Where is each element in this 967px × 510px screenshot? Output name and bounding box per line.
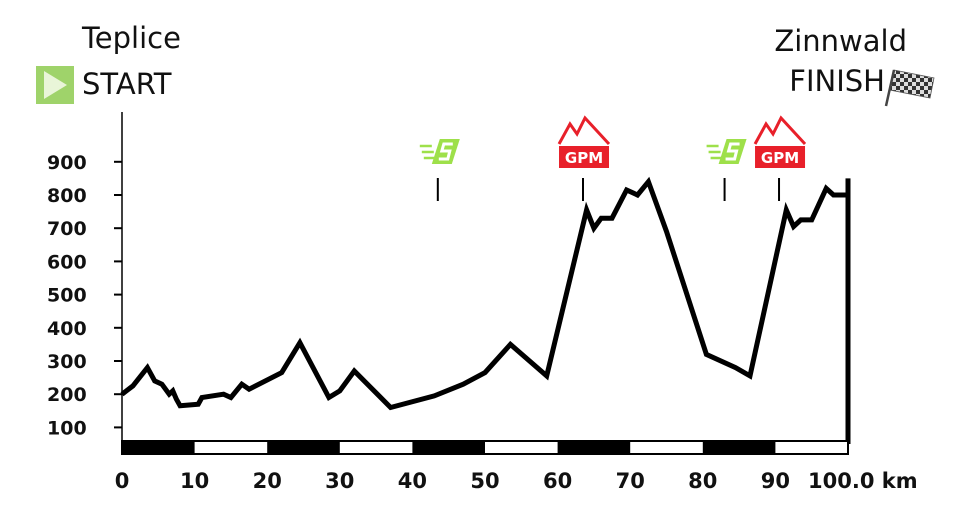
route-markers: GPM GPM	[419, 115, 807, 201]
start-label: START	[82, 67, 172, 101]
x-tick-label: 20	[253, 469, 282, 493]
x-tick-label: 30	[325, 469, 354, 493]
mountain-icon: GPM	[753, 115, 807, 201]
gpm-label: GPM	[761, 149, 799, 167]
x-tick-label: 50	[470, 469, 499, 493]
play-icon	[36, 66, 74, 104]
x-tick-label: 90	[761, 469, 790, 493]
y-tick-label: 400	[47, 318, 87, 340]
x-tick-label: 100.0 km	[808, 469, 918, 493]
checkered-flag-icon	[884, 69, 935, 107]
x-tick-label: 10	[180, 469, 209, 493]
x-tick-label: 40	[398, 469, 427, 493]
y-tick-label: 600	[47, 251, 87, 273]
y-tick-label: 200	[47, 384, 87, 406]
y-tick-label: 900	[47, 152, 87, 174]
scale-bar-segment	[267, 441, 340, 454]
x-tick-label: 60	[543, 469, 572, 493]
y-tick-label: 700	[47, 218, 87, 240]
x-tick-label: 70	[616, 469, 645, 493]
scale-bar-segment	[702, 441, 776, 454]
start-city-label: Teplice	[82, 21, 181, 55]
finish-label: FINISH	[789, 64, 885, 98]
gpm-label: GPM	[565, 149, 603, 167]
tick-labels: 100 200 300 400 500 600 700 800 900 0 10 20 30 40 50 60…	[47, 152, 918, 493]
scale-bar-segment	[122, 441, 195, 454]
scale-bar-segment	[412, 441, 485, 454]
mountain-icon: GPM	[557, 115, 611, 201]
y-tick-label: 100	[47, 417, 87, 439]
finish-city-label: Zinnwald	[774, 24, 907, 58]
x-tick-label: 80	[688, 469, 717, 493]
elevation-profile-line	[120, 176, 851, 444]
scale-bar-segment	[557, 441, 631, 454]
distance-scale-bar	[121, 440, 849, 455]
y-tick-label: 800	[47, 185, 87, 207]
x-tick-label: 0	[115, 469, 130, 493]
y-tick-label: 300	[47, 351, 87, 373]
y-tick-label: 500	[47, 285, 87, 307]
sprint-icon	[706, 139, 747, 201]
sprint-icon	[419, 139, 460, 201]
